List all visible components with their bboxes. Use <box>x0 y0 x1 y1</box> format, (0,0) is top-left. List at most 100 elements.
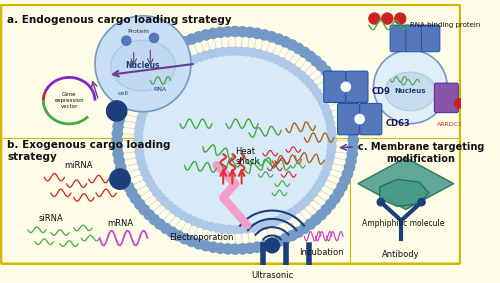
Circle shape <box>170 205 177 213</box>
Circle shape <box>152 84 161 92</box>
Circle shape <box>316 93 324 102</box>
Circle shape <box>325 114 333 122</box>
Circle shape <box>156 79 164 87</box>
Circle shape <box>328 136 336 144</box>
Circle shape <box>118 102 128 112</box>
Circle shape <box>255 50 264 58</box>
Circle shape <box>266 239 276 249</box>
Circle shape <box>112 128 122 139</box>
Circle shape <box>283 211 291 220</box>
Circle shape <box>136 119 144 128</box>
Circle shape <box>146 179 154 187</box>
Circle shape <box>274 34 283 44</box>
Circle shape <box>418 198 425 206</box>
Circle shape <box>306 219 316 229</box>
Circle shape <box>260 241 270 251</box>
Circle shape <box>327 125 336 133</box>
Text: Heat
shock: Heat shock <box>235 147 260 166</box>
Circle shape <box>323 109 332 117</box>
Circle shape <box>150 88 158 97</box>
Circle shape <box>316 179 324 187</box>
Circle shape <box>231 225 239 234</box>
Circle shape <box>347 122 358 132</box>
Circle shape <box>116 108 126 118</box>
Circle shape <box>330 194 340 204</box>
Circle shape <box>318 174 327 183</box>
Circle shape <box>249 48 258 57</box>
Circle shape <box>280 37 290 47</box>
Circle shape <box>155 52 165 61</box>
Circle shape <box>321 205 331 215</box>
Circle shape <box>261 51 269 60</box>
Circle shape <box>326 119 334 128</box>
Circle shape <box>110 169 130 189</box>
Text: Protein: Protein <box>128 29 150 34</box>
Ellipse shape <box>110 40 175 91</box>
Circle shape <box>287 40 297 50</box>
Circle shape <box>252 28 262 38</box>
Circle shape <box>190 217 198 225</box>
Circle shape <box>282 267 290 277</box>
Text: mRNA: mRNA <box>107 219 133 228</box>
Circle shape <box>261 221 269 229</box>
Text: c. Membrane targeting
modification: c. Membrane targeting modification <box>358 142 484 164</box>
Circle shape <box>112 135 122 145</box>
Circle shape <box>179 61 188 69</box>
Circle shape <box>311 215 321 225</box>
Circle shape <box>321 66 331 76</box>
Ellipse shape <box>138 51 332 230</box>
Circle shape <box>323 164 332 172</box>
Circle shape <box>174 64 182 72</box>
Circle shape <box>312 88 321 97</box>
Circle shape <box>152 188 161 197</box>
Circle shape <box>120 175 130 185</box>
Circle shape <box>196 53 203 61</box>
Circle shape <box>298 201 306 209</box>
Circle shape <box>113 149 123 159</box>
Circle shape <box>120 95 130 105</box>
Circle shape <box>382 13 393 24</box>
Circle shape <box>130 194 140 204</box>
Circle shape <box>283 61 291 69</box>
Circle shape <box>165 201 173 209</box>
Circle shape <box>288 208 296 217</box>
Circle shape <box>213 224 221 232</box>
Circle shape <box>112 142 122 152</box>
Circle shape <box>186 236 197 246</box>
Circle shape <box>334 188 344 198</box>
Circle shape <box>316 210 326 220</box>
Circle shape <box>184 214 192 223</box>
Circle shape <box>302 75 310 83</box>
Circle shape <box>124 89 134 99</box>
Circle shape <box>144 210 154 220</box>
Circle shape <box>454 99 464 108</box>
Circle shape <box>139 164 147 172</box>
Text: Nucleus: Nucleus <box>126 61 160 70</box>
Circle shape <box>180 234 190 244</box>
Circle shape <box>216 27 226 37</box>
Text: Gene
expression
vector: Gene expression vector <box>54 92 84 109</box>
Circle shape <box>200 30 211 40</box>
Circle shape <box>131 57 152 78</box>
Circle shape <box>146 93 154 102</box>
Text: a. Endogenous cargo loading strategy: a. Endogenous cargo loading strategy <box>8 15 232 25</box>
Circle shape <box>201 51 209 60</box>
Circle shape <box>306 193 314 201</box>
Circle shape <box>328 142 336 150</box>
Circle shape <box>113 122 123 132</box>
FancyBboxPatch shape <box>360 103 382 135</box>
Circle shape <box>355 115 364 124</box>
Text: miRNA: miRNA <box>64 161 92 170</box>
FancyBboxPatch shape <box>422 25 440 52</box>
Circle shape <box>260 30 270 40</box>
Circle shape <box>126 83 137 93</box>
Circle shape <box>292 205 301 213</box>
Circle shape <box>114 115 124 125</box>
Circle shape <box>264 238 280 253</box>
Circle shape <box>207 50 215 58</box>
Circle shape <box>252 242 262 252</box>
Text: siRNA: siRNA <box>38 214 63 223</box>
Circle shape <box>150 215 160 225</box>
Circle shape <box>173 231 184 241</box>
Circle shape <box>141 169 150 177</box>
